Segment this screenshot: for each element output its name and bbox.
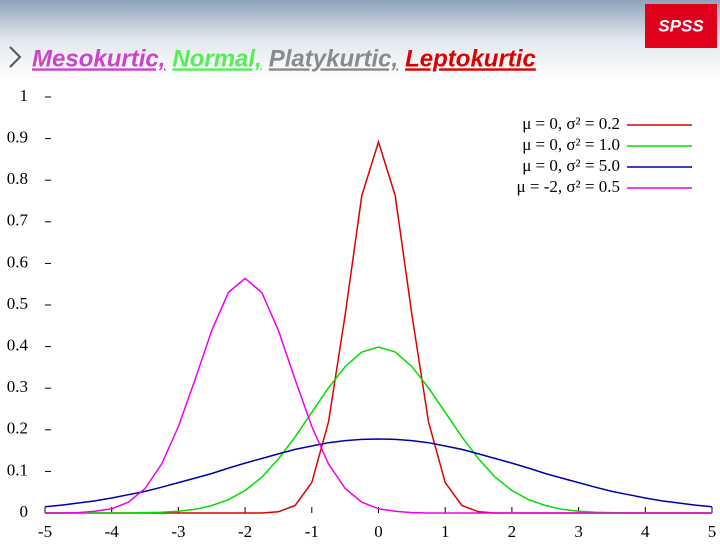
x-tick-label: 3 — [574, 522, 583, 540]
y-tick-label: 0.3 — [7, 377, 28, 396]
x-tick-label: 2 — [508, 522, 517, 540]
legend-label: μ = 0, σ² = 0.2 — [522, 114, 620, 133]
y-tick-label: 0.1 — [7, 460, 28, 479]
x-tick-label: 4 — [641, 522, 650, 540]
logo-bg — [645, 4, 717, 48]
x-tick-label: -4 — [105, 522, 120, 540]
logo-box: SPSS — [645, 4, 717, 48]
title-part: Normal, — [172, 45, 261, 72]
logo-text: SPSS — [658, 16, 704, 35]
series-line — [45, 139, 712, 514]
y-tick-label: 0.7 — [7, 211, 29, 230]
title-part: Leptokurtic — [405, 45, 536, 72]
y-tick-label: 0 — [20, 502, 29, 521]
y-tick-label: 0.8 — [7, 169, 28, 188]
title-part: Platykurtic, — [269, 45, 398, 72]
header-band — [0, 0, 720, 80]
series-line — [45, 277, 712, 514]
plot: 0 0.1 0.2 0.3 0.4 0.5 0.6 0.7 0.8 0.9 1 -5 -4 -3 -2 -1 0… — [7, 86, 717, 541]
bullet-chevron — [9, 46, 22, 68]
y-tick-label: 0.6 — [7, 252, 28, 271]
x-tick-label: -1 — [305, 522, 319, 540]
title-part: Mesokurtic, — [32, 45, 165, 72]
x-tick-label: 5 — [708, 522, 717, 540]
x-tick-label: 1 — [441, 522, 450, 540]
y-tick-label: 0.9 — [7, 128, 28, 147]
y-tick-label: 0.4 — [7, 336, 29, 355]
x-tick-label: -3 — [171, 522, 185, 540]
y-tick-label: 0.5 — [7, 294, 28, 313]
series-line — [44, 438, 713, 508]
legend-label: μ = -2, σ² = 0.5 — [517, 177, 620, 196]
x-tick-label: -2 — [238, 522, 252, 540]
y-tick-label: 0.2 — [7, 419, 28, 438]
legend-label: μ = 0, σ² = 5.0 — [522, 156, 620, 175]
x-tick-label: -5 — [38, 522, 52, 540]
y-tick-label: 1 — [20, 86, 29, 105]
x-tick-label: 0 — [374, 522, 383, 540]
legend-label: μ = 0, σ² = 1.0 — [522, 135, 620, 154]
title: Mesokurtic, Normal, Platykurtic, Leptokurti… — [32, 45, 536, 72]
